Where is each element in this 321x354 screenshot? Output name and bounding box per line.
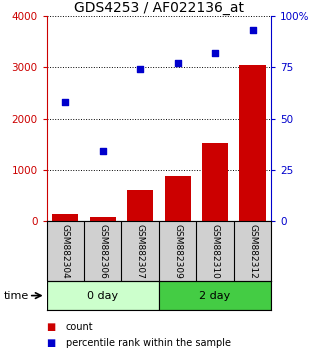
Text: ■: ■: [47, 338, 56, 348]
Bar: [52, 213, 78, 221]
Text: GSM882304: GSM882304: [61, 224, 70, 279]
Bar: [90, 217, 116, 221]
Text: 2 day: 2 day: [199, 291, 231, 301]
Text: 0 day: 0 day: [87, 291, 118, 301]
Text: time: time: [4, 291, 29, 301]
Text: GSM882307: GSM882307: [136, 224, 145, 279]
Text: GSM882306: GSM882306: [98, 224, 107, 279]
Text: GSM882309: GSM882309: [173, 224, 182, 279]
Text: GSM882312: GSM882312: [248, 224, 257, 279]
Bar: [164, 176, 191, 221]
Point: [175, 60, 180, 66]
Point: [100, 149, 105, 154]
Bar: [127, 190, 153, 221]
Bar: [159, 281, 271, 310]
Point: [63, 99, 68, 105]
Bar: [47, 281, 159, 310]
Text: count: count: [66, 322, 93, 332]
Title: GDS4253 / AF022136_at: GDS4253 / AF022136_at: [74, 1, 244, 15]
Point: [138, 67, 143, 72]
Bar: [239, 65, 266, 221]
Text: ■: ■: [47, 322, 56, 332]
Text: GSM882310: GSM882310: [211, 224, 220, 279]
Point: [213, 50, 218, 56]
Point: [250, 28, 255, 33]
Text: percentile rank within the sample: percentile rank within the sample: [66, 338, 231, 348]
Bar: [202, 143, 228, 221]
